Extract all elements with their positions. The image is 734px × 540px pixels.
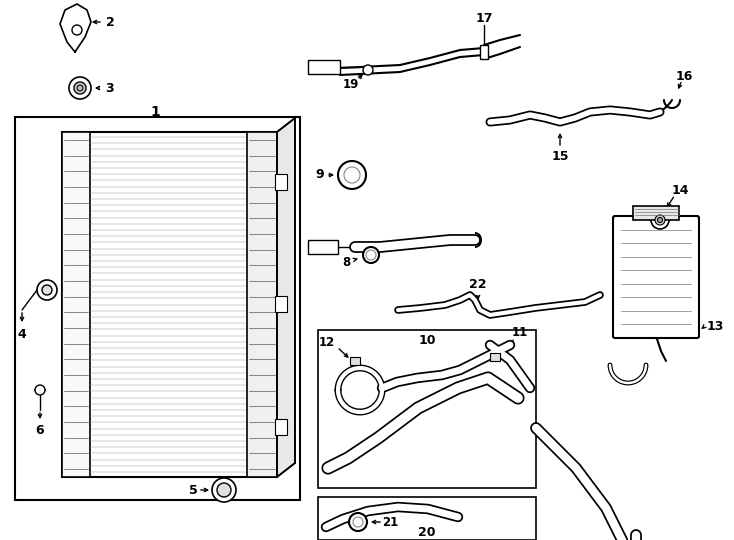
Bar <box>275 296 287 312</box>
Bar <box>15 117 300 500</box>
Text: 10: 10 <box>418 334 436 347</box>
Text: 8: 8 <box>342 256 350 269</box>
Bar <box>633 206 679 220</box>
FancyBboxPatch shape <box>613 216 699 338</box>
Circle shape <box>366 250 376 260</box>
Circle shape <box>72 25 82 35</box>
Bar <box>318 330 536 488</box>
Bar <box>308 60 340 74</box>
Text: 22: 22 <box>469 279 487 292</box>
Text: 7: 7 <box>319 240 327 253</box>
Text: 14: 14 <box>672 184 688 197</box>
Circle shape <box>353 517 363 527</box>
Text: 18: 18 <box>316 60 333 73</box>
Circle shape <box>349 513 367 531</box>
Polygon shape <box>277 118 295 477</box>
Circle shape <box>69 77 91 99</box>
Text: 11: 11 <box>512 327 528 340</box>
Circle shape <box>363 247 379 263</box>
Circle shape <box>35 385 45 395</box>
Circle shape <box>74 82 86 94</box>
Text: 13: 13 <box>706 320 724 333</box>
Text: 17: 17 <box>475 11 493 24</box>
Bar <box>490 353 500 361</box>
Text: 15: 15 <box>551 150 569 163</box>
Circle shape <box>651 211 669 229</box>
Circle shape <box>655 215 665 225</box>
Circle shape <box>658 218 663 222</box>
Bar <box>275 174 287 190</box>
Text: 2: 2 <box>106 16 115 29</box>
Circle shape <box>344 167 360 183</box>
Circle shape <box>42 285 52 295</box>
Text: 21: 21 <box>382 516 398 529</box>
Text: 9: 9 <box>316 168 324 181</box>
Circle shape <box>77 85 83 91</box>
Bar <box>480 45 488 59</box>
Bar <box>308 240 338 254</box>
Bar <box>62 132 90 477</box>
Text: 16: 16 <box>675 70 693 83</box>
Circle shape <box>37 280 57 300</box>
Text: 12: 12 <box>319 335 335 348</box>
Text: 19: 19 <box>343 78 359 91</box>
Bar <box>62 132 277 477</box>
Text: 6: 6 <box>36 424 44 437</box>
Bar <box>247 132 277 477</box>
Bar <box>318 497 536 540</box>
Text: 4: 4 <box>18 327 26 341</box>
Circle shape <box>363 65 373 75</box>
Bar <box>350 357 360 365</box>
Text: 5: 5 <box>189 483 197 496</box>
Circle shape <box>212 478 236 502</box>
Bar <box>275 419 287 435</box>
Text: 1: 1 <box>150 105 160 119</box>
Polygon shape <box>60 4 91 52</box>
Text: 3: 3 <box>105 82 113 94</box>
Text: 20: 20 <box>418 525 436 538</box>
Circle shape <box>338 161 366 189</box>
Circle shape <box>217 483 231 497</box>
